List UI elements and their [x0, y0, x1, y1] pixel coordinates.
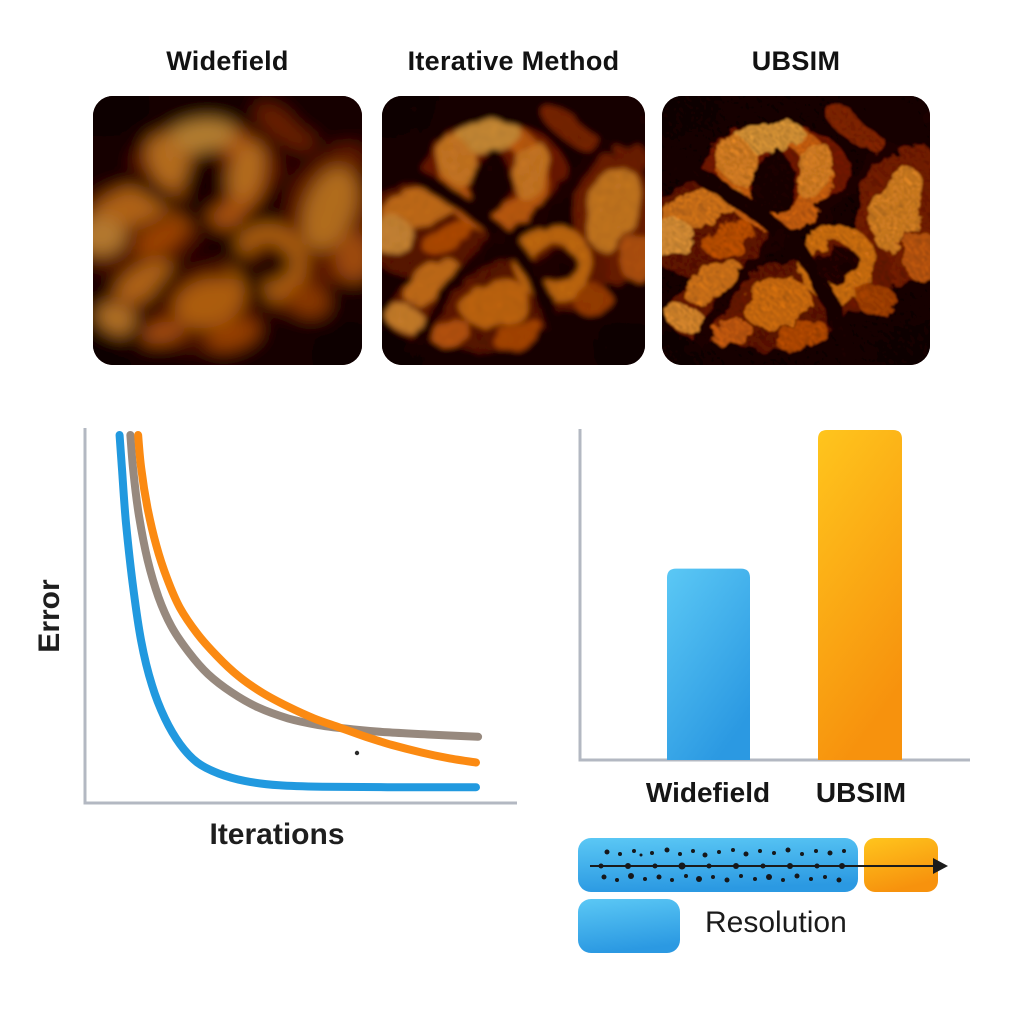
resolution-dot — [785, 847, 791, 853]
resolution-dot — [814, 863, 820, 869]
resolution-dot — [632, 849, 636, 853]
resolution-dot — [684, 874, 688, 878]
resolution-dot — [696, 876, 702, 882]
resolution-dot — [772, 851, 776, 855]
bar-label-widefield: Widefield — [645, 777, 771, 808]
resolution-dot — [842, 849, 846, 853]
series-line-orange — [134, 431, 480, 767]
micrograph-widefield — [93, 96, 362, 365]
resolution-dot — [743, 851, 749, 857]
resolution-dot — [678, 862, 686, 870]
resolution-dot — [739, 874, 743, 878]
resolution-dot — [766, 874, 772, 880]
resolution-dot — [809, 877, 813, 881]
resolution-dot — [733, 863, 739, 869]
resolution-dot — [604, 849, 610, 855]
resolution-dot — [787, 863, 793, 869]
resolution-dot — [652, 863, 658, 869]
series-line-gray — [126, 431, 483, 741]
resolution-dot — [711, 875, 715, 879]
resolution-dot — [794, 873, 800, 879]
resolution-dot — [724, 877, 730, 883]
panel-title-ubsim: UBSIM — [751, 46, 841, 76]
panel-title-iterative-method: Iterative Method — [407, 46, 620, 76]
resolution-legend-swatch — [578, 899, 680, 953]
resolution-bar-chart — [578, 429, 970, 762]
y-axis-label-error: Error — [33, 579, 66, 653]
line-chart-axes — [83, 428, 517, 805]
resolution-dot — [615, 878, 619, 882]
resolution-dot — [670, 878, 674, 882]
resolution-dot — [760, 863, 766, 869]
series-line-blue — [115, 431, 480, 792]
micrograph-iterative-image — [382, 96, 645, 365]
bar-widefield — [667, 568, 750, 760]
resolution-arrowhead-icon — [933, 858, 948, 874]
resolution-dot — [702, 852, 708, 858]
resolution-dot — [731, 848, 735, 852]
resolution-dot — [753, 877, 757, 881]
resolution-dot — [678, 852, 682, 856]
micrograph-widefield-image — [93, 96, 362, 365]
micrograph-iterative-method — [382, 96, 645, 365]
x-axis-label-iterations: Iterations — [209, 818, 345, 851]
resolution-dot — [717, 850, 721, 854]
micrograph-ubsim-image — [662, 96, 930, 365]
bar-ubsim — [818, 430, 902, 760]
resolution-dot — [691, 849, 695, 853]
resolution-dot — [643, 877, 647, 881]
error-vs-iterations-chart — [83, 428, 517, 805]
resolution-dot — [781, 878, 785, 882]
panel-title-widefield: Widefield — [166, 46, 289, 76]
resolution-dot — [706, 863, 712, 869]
resolution-dot — [823, 875, 827, 879]
resolution-dot — [839, 863, 845, 869]
resolution-dot — [836, 877, 842, 883]
resolution-dot — [650, 851, 654, 855]
resolution-dot — [628, 873, 634, 879]
resolution-dot — [601, 874, 607, 880]
resolution-indicator — [578, 838, 948, 953]
resolution-dot — [656, 874, 662, 880]
resolution-label: Resolution — [705, 906, 847, 939]
resolution-dot — [618, 852, 622, 856]
resolution-dot — [625, 863, 631, 869]
resolution-dot — [664, 847, 670, 853]
resolution-dot — [758, 849, 762, 853]
micrograph-ubsim — [662, 96, 930, 365]
stray-dot — [354, 750, 360, 756]
resolution-dot — [814, 849, 818, 853]
resolution-dot — [827, 850, 833, 856]
bar-label-ubsim: UBSIM — [815, 777, 907, 808]
bar-chart-axes — [578, 429, 970, 762]
resolution-dot — [800, 852, 804, 856]
resolution-dot — [598, 863, 604, 869]
resolution-dot — [639, 853, 643, 857]
